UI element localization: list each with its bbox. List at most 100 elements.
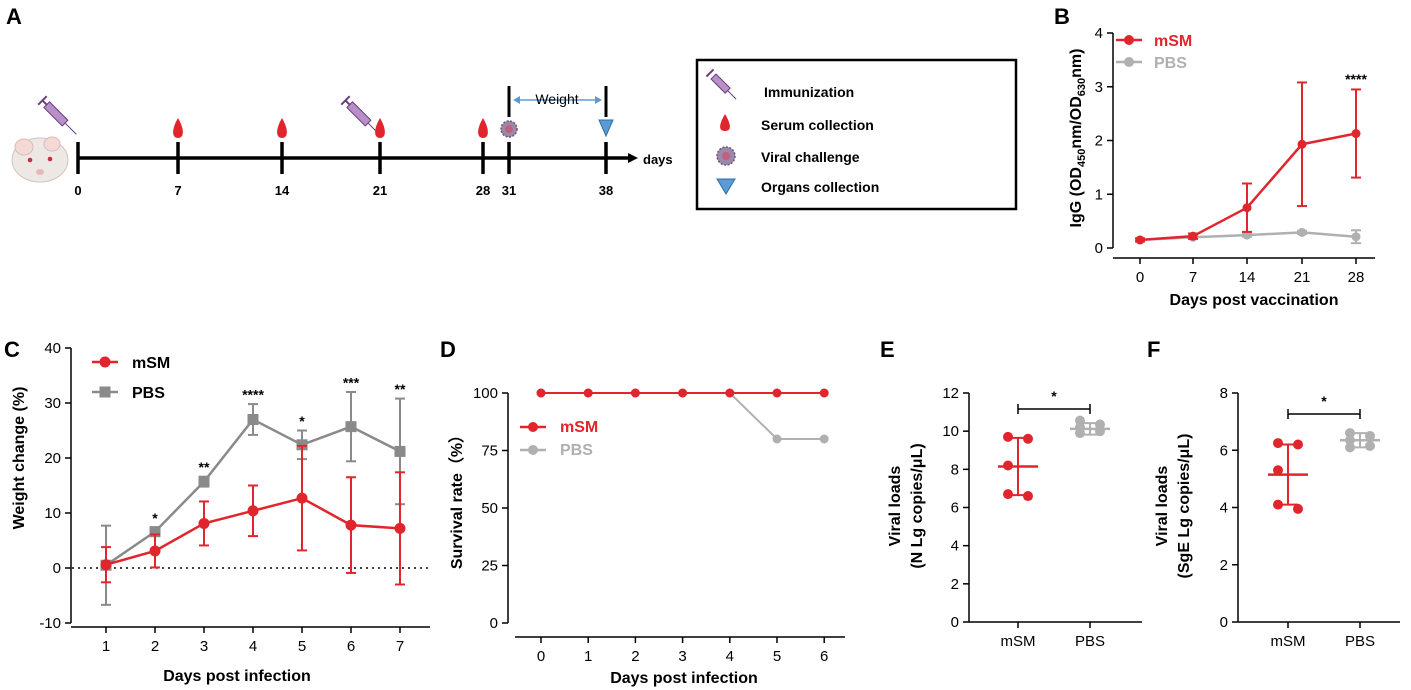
chart-e-y-tick-label: 0 [951, 614, 959, 631]
chart-c-x-tick-label: 1 [102, 638, 110, 655]
chart-b-significance: **** [1345, 71, 1367, 87]
virus-icon [500, 120, 518, 138]
legend-immunization: Immunization [764, 84, 854, 100]
chart-e-point-msm [1003, 489, 1013, 500]
chart-f-y-tick-label: 6 [1220, 442, 1228, 459]
chart-c-point-msm [394, 522, 406, 534]
chart-b-y-tick-label: 1 [1095, 186, 1103, 203]
legend-organs-collection: Organs collection [761, 179, 879, 195]
weight-label: Weight [535, 91, 578, 107]
chart-c-significance: * [299, 413, 305, 429]
legend-d-msm-marker [528, 422, 538, 432]
chart-d-y-tick-label: 100 [473, 385, 498, 402]
chart-e: Viral loads (N Lg copies/μL) 0 2 4 6 8 10 12 mS… [887, 385, 1142, 650]
chart-f-x-tick-label: PBS [1345, 633, 1375, 650]
timeline-arrowhead [628, 153, 638, 163]
chart-c-y-tick-label: 10 [44, 505, 61, 522]
chart-e-point-msm [1023, 433, 1033, 444]
chart-f-point-pbs [1345, 428, 1355, 439]
chart-f-y-tick-label: 4 [1220, 500, 1228, 517]
weight-arrow-left-head [513, 96, 520, 104]
timeline-day-label: 7 [174, 183, 181, 198]
weight-arrow-right-head [595, 96, 602, 104]
chart-d-y-tick-label: 50 [481, 500, 498, 517]
blood-drop-icon [375, 118, 385, 138]
chart-f-point-pbs [1365, 440, 1375, 451]
chart-d-ylabel: Survival rate（%） [448, 427, 466, 569]
chart-c-xlabel: Days post infection [163, 668, 311, 685]
chart-b-x-tick-label: 28 [1348, 269, 1365, 286]
legend-c-pbs-marker [99, 386, 111, 398]
chart-c-significance: *** [343, 375, 360, 391]
chart-c-x-tick-label: 5 [298, 638, 306, 655]
chart-b-y-tick-label: 0 [1095, 240, 1103, 257]
chart-c-x-tick-label: 6 [347, 638, 355, 655]
chart-f-point-msm [1293, 503, 1303, 514]
chart-c: Weight change (%) Days post infection mS… [11, 340, 430, 685]
chart-c-significance: * [152, 510, 158, 526]
timeline-day-label: 38 [599, 183, 613, 198]
chart-b-point-msm [1297, 139, 1307, 149]
chart-e-x-tick-label: mSM [1001, 633, 1036, 650]
chart-d-y-tick-label: 0 [490, 615, 498, 632]
chart-d-x-tick-label: 5 [773, 648, 781, 665]
chart-f-point-msm [1293, 439, 1303, 450]
chart-c-point-pbs [394, 445, 406, 457]
blood-drop-icon [478, 118, 488, 138]
legend-d-pbs-marker [528, 445, 538, 455]
chart-d-x-tick-label: 2 [631, 648, 639, 665]
legend-triangle-icon [716, 178, 736, 195]
panel-label-b: B [1054, 4, 1070, 29]
panel-label-a: A [6, 4, 22, 29]
chart-d-point-pbs [772, 434, 782, 444]
chart-c-point-msm [149, 545, 161, 557]
legend-viral-challenge: Viral challenge [761, 149, 860, 165]
chart-c-y-tick-label: 0 [53, 560, 61, 577]
timeline-day-label: 28 [476, 183, 490, 198]
chart-e-ylabel-2: (N Lg copies/μL) [909, 443, 926, 568]
timeline-day-label: 14 [275, 183, 290, 198]
syringe-icon [37, 95, 77, 135]
chart-f-point-msm [1273, 465, 1283, 476]
chart-b-point-msm [1135, 235, 1145, 245]
chart-c-point-msm [345, 519, 357, 531]
chart-b-x-tick-label: 21 [1294, 269, 1311, 286]
chart-e-point-msm [1023, 491, 1033, 502]
chart-d-x-tick-label: 0 [537, 648, 545, 665]
chart-c-x-tick-label: 3 [200, 638, 208, 655]
chart-d-x-tick-label: 1 [584, 648, 592, 665]
legend-d-msm: mSM [560, 419, 598, 436]
legend-virus-icon [716, 146, 736, 166]
chart-b-x-tick-label: 14 [1239, 269, 1256, 286]
chart-c-y-tick-label: 40 [44, 340, 61, 357]
timeline-day-label: 31 [502, 183, 516, 198]
chart-d-point-msm [630, 388, 640, 398]
chart-c-ylabel: Weight change (%) [11, 387, 28, 530]
mouse-icon [11, 136, 69, 183]
chart-e-ylabel-1: Viral loads [887, 466, 904, 547]
chart-c-y-tick-label: 20 [44, 450, 61, 467]
blood-drop-icon [173, 118, 183, 138]
chart-e-y-tick-label: 6 [951, 500, 959, 517]
chart-b-y-tick-label: 3 [1095, 79, 1103, 96]
chart-d-point-msm [678, 388, 688, 398]
chart-b: IgG (OD450nm/OD630nm) Days post vaccinat… [1068, 25, 1375, 309]
chart-d-x-tick-label: 4 [726, 648, 734, 665]
chart-e-point-msm [1003, 431, 1013, 442]
chart-f-significance: * [1321, 393, 1327, 409]
legend-d-pbs: PBS [560, 442, 593, 459]
chart-c-point-pbs [345, 421, 357, 433]
chart-f-point-msm [1273, 438, 1283, 449]
timeline-legend-box [695, 58, 1018, 211]
chart-b-x-tick-label: 7 [1189, 269, 1197, 286]
chart-b-point-pbs [1297, 227, 1307, 237]
chart-f-ylabel-2: (SgE Lg copies/μL) [1176, 434, 1193, 579]
chart-c-x-tick-label: 7 [396, 638, 404, 655]
chart-e-point-pbs [1075, 428, 1085, 439]
panel-label-f: F [1147, 337, 1160, 362]
chart-e-y-tick-label: 8 [951, 461, 959, 478]
panel-label-e: E [880, 337, 895, 362]
timeline-day-label: 0 [74, 183, 81, 198]
chart-e-y-tick-label: 2 [951, 576, 959, 593]
